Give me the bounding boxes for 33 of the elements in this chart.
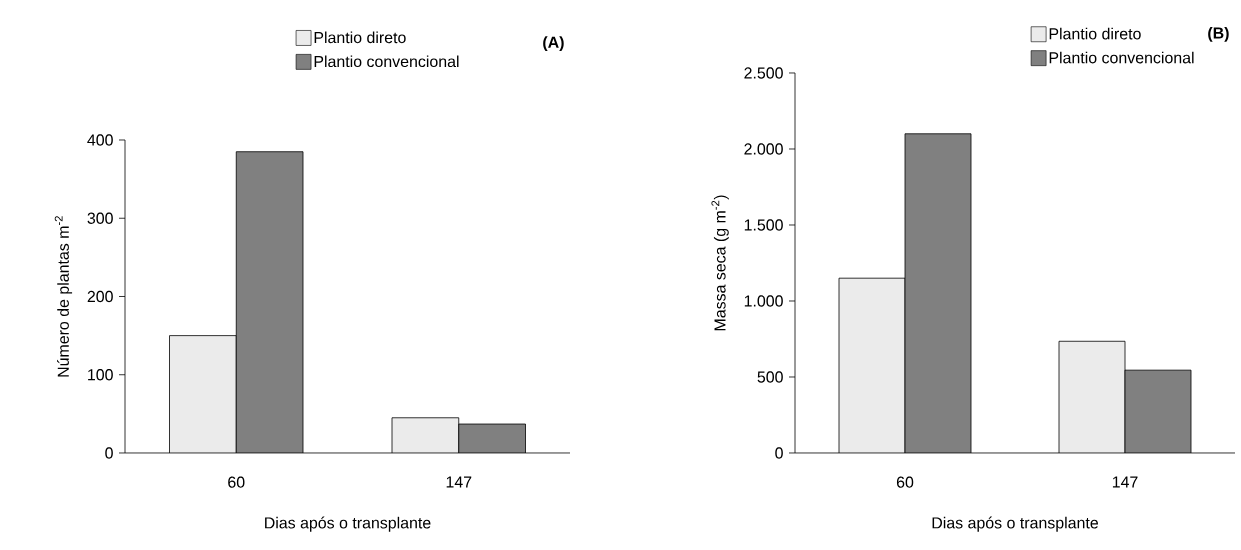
chart-title: (A) xyxy=(543,36,564,52)
legend-label: Plantio convencional xyxy=(1049,51,1194,64)
y-tick-label: 0 xyxy=(775,447,783,459)
x-axis-title: Dias após o transplante xyxy=(265,516,431,532)
bar xyxy=(458,423,526,453)
legend-label: Plantio convencional xyxy=(314,55,459,68)
x-tick-label: 147 xyxy=(446,476,472,488)
y-axis-title: Massa seca (g m$^{-2}$) xyxy=(711,195,729,331)
y-tick-label: 300 xyxy=(87,212,113,224)
x-axis-title: Dias após o transplante xyxy=(932,516,1098,532)
x-tick-label: 60 xyxy=(896,476,914,488)
y-tick-label: 200 xyxy=(87,290,113,303)
y-axis-title: Número de plantas m$^{-2}$ xyxy=(54,216,73,377)
bar xyxy=(1124,369,1192,453)
bar xyxy=(905,133,972,453)
bar xyxy=(1058,340,1126,453)
y-tick-label: 0 xyxy=(105,447,113,459)
y-tick-label: 2.500 xyxy=(744,67,783,79)
y-tick-label: 1.000 xyxy=(744,295,783,307)
bar xyxy=(236,151,304,453)
bar xyxy=(391,417,460,453)
bar xyxy=(839,278,906,453)
x-tick-label: 147 xyxy=(1112,476,1138,488)
y-tick-label: 1.500 xyxy=(744,219,783,231)
y-tick-label: 400 xyxy=(87,134,113,146)
legend-label: Plantio direto xyxy=(1049,27,1141,40)
chart-title: (B) xyxy=(1208,26,1229,42)
y-tick-label: 500 xyxy=(757,371,783,383)
y-tick-label: 100 xyxy=(88,369,113,381)
x-tick-label: 60 xyxy=(228,476,245,488)
legend-label: Plantio direto xyxy=(314,31,406,44)
bar xyxy=(169,335,237,453)
y-tick-label: 2.000 xyxy=(744,143,783,155)
